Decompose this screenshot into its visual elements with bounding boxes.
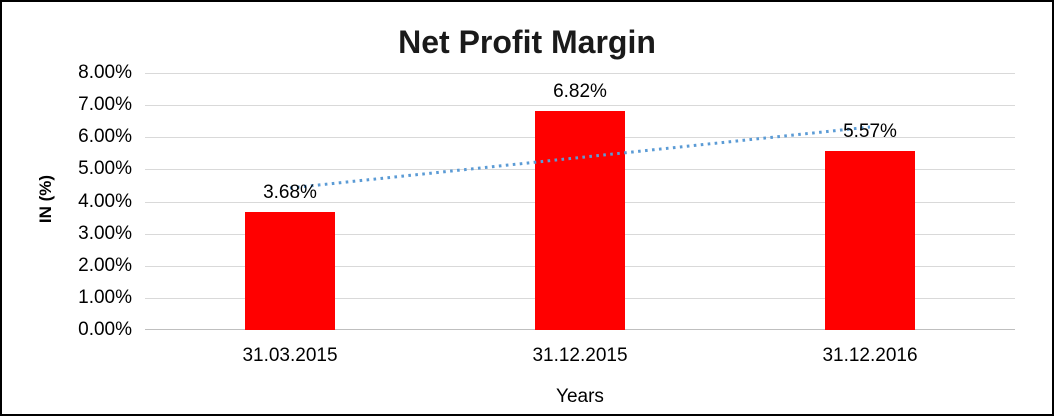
data-label-31.03.2015: 3.68% — [263, 182, 317, 203]
y-axis-tick-label: 0.00% — [78, 319, 132, 340]
y-axis-tick-label: 3.00% — [78, 223, 132, 244]
gridline — [145, 105, 1015, 106]
x-axis-tick-label: 31.12.2016 — [822, 345, 918, 366]
y-axis-tick-label: 1.00% — [78, 287, 132, 308]
data-label-31.12.2016: 5.57% — [843, 121, 897, 142]
y-axis-tick-label: 6.00% — [78, 126, 132, 147]
bar-31.12.2016 — [825, 151, 915, 330]
bar-31.12.2015 — [535, 110, 625, 330]
data-label-31.12.2015: 6.82% — [553, 81, 607, 102]
x-axis-tick-label: 31.03.2015 — [242, 345, 338, 366]
y-axis-tick-label: 5.00% — [78, 158, 132, 179]
x-axis-tick-label: 31.12.2015 — [532, 345, 628, 366]
x-axis-title: Years — [556, 386, 604, 407]
bar-31.03.2015 — [245, 211, 335, 330]
chart-title: Net Profit Margin — [398, 24, 656, 60]
y-axis-tick-label: 7.00% — [78, 94, 132, 115]
gridline — [145, 73, 1015, 74]
plot-area: 3.68% 6.82% 5.57% — [145, 73, 1015, 330]
y-axis-tick-label: 8.00% — [78, 62, 132, 83]
y-axis-tick-label: 4.00% — [78, 191, 132, 212]
y-axis-tick-label: 2.00% — [78, 255, 132, 276]
